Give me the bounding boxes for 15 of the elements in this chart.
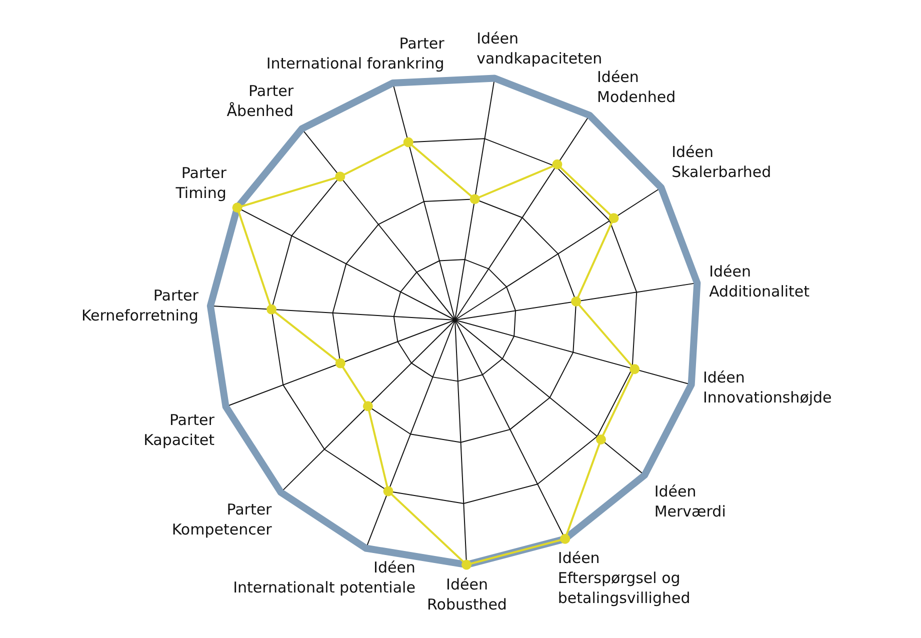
spoke-label: Idéen Skalerbarhed [672, 143, 772, 182]
spoke-label: Parter Kompetencer [172, 500, 273, 538]
spoke-label: Idéen Innovationshøjde [702, 368, 832, 406]
spoke-label: Idéen Additionalitet [709, 262, 810, 300]
spoke-label: Idéen Modenhed [597, 68, 676, 106]
spoke-label: Idéen Efterspørgsel og betalingsvillighed [558, 548, 690, 607]
spoke-label: Parter International forankring [266, 34, 446, 72]
spoke-label: Idéen vandkapaciteten [476, 29, 602, 68]
spoke-label: Idéen Internationalt potentiale [233, 558, 416, 597]
spoke-label: Parter Kapacitet [144, 411, 216, 450]
spoke-label: Parter Timing [174, 164, 228, 202]
spoke-label: Parter Åbenhed [226, 82, 294, 120]
spoke-label: Parter Kerneforretning [81, 286, 200, 324]
spoke-label: Idéen Robusthed [427, 576, 507, 614]
spoke-label: Idéen Merværdi [654, 482, 726, 521]
